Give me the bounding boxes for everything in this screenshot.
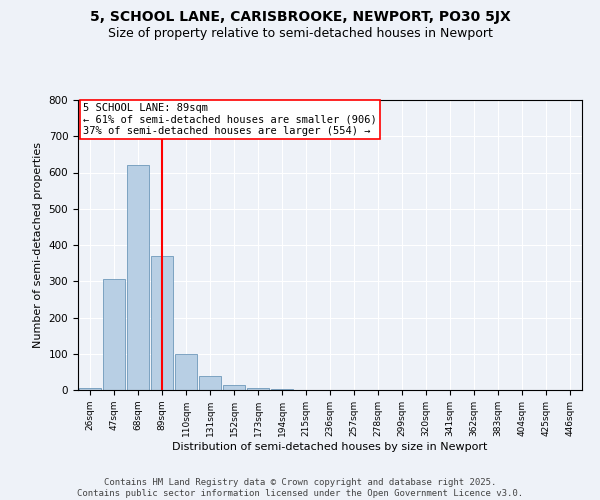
Bar [127,165,149,390]
Text: 5, SCHOOL LANE, CARISBROOKE, NEWPORT, PO30 5JX: 5, SCHOOL LANE, CARISBROOKE, NEWPORT, PO… [89,10,511,24]
Bar [271,389,293,390]
Bar [175,354,197,390]
Text: 5 SCHOOL LANE: 89sqm
← 61% of semi-detached houses are smaller (906)
37% of semi: 5 SCHOOL LANE: 89sqm ← 61% of semi-detac… [83,103,377,136]
Text: Distribution of semi-detached houses by size in Newport: Distribution of semi-detached houses by … [172,442,488,452]
Bar [151,256,173,390]
Y-axis label: Number of semi-detached properties: Number of semi-detached properties [33,142,43,348]
Text: Contains HM Land Registry data © Crown copyright and database right 2025.
Contai: Contains HM Land Registry data © Crown c… [77,478,523,498]
Bar [223,384,245,390]
Bar [79,388,101,390]
Bar [103,280,125,390]
Bar [199,376,221,390]
Text: Size of property relative to semi-detached houses in Newport: Size of property relative to semi-detach… [107,28,493,40]
Bar [247,388,269,390]
